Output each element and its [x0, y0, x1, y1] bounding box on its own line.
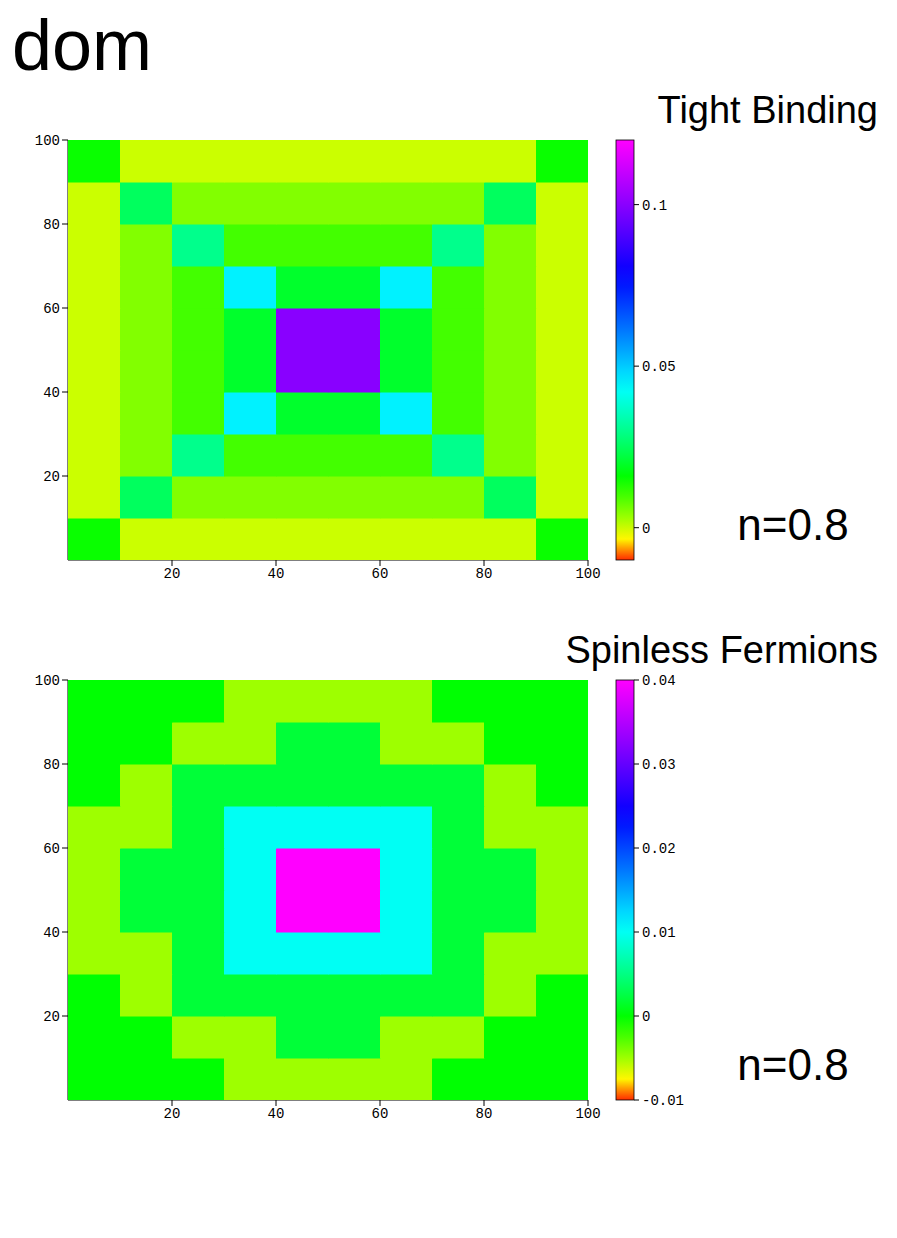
- html-text:n=0.8: n=0.8: [737, 500, 849, 549]
- svg-text:60: 60: [43, 841, 60, 857]
- svg-text:20: 20: [164, 566, 181, 582]
- svg-text:0.04: 0.04: [642, 673, 676, 689]
- svg-text:80: 80: [476, 566, 493, 582]
- svg-text:100: 100: [35, 673, 60, 689]
- svg-text:100: 100: [575, 1106, 600, 1122]
- svg-text:0.03: 0.03: [642, 757, 676, 773]
- svg-text:-0.01: -0.01: [642, 1093, 684, 1109]
- svg-text:20: 20: [43, 1009, 60, 1025]
- svg-text:40: 40: [268, 566, 285, 582]
- svg-text:100: 100: [575, 566, 600, 582]
- svg-text:40: 40: [268, 1106, 285, 1122]
- svg-text:40: 40: [43, 385, 60, 401]
- svg-text:80: 80: [43, 217, 60, 233]
- svg-text:80: 80: [43, 757, 60, 773]
- svg-text:60: 60: [43, 301, 60, 317]
- html-text:Tight Binding: Tight Binding: [657, 89, 878, 131]
- svg-text:20: 20: [43, 469, 60, 485]
- html-text:dom: dom: [12, 5, 153, 85]
- svg-text:60: 60: [372, 1106, 389, 1122]
- svg-text:0: 0: [642, 1009, 650, 1025]
- svg-text:0.01: 0.01: [642, 925, 676, 941]
- svg-text:0.02: 0.02: [642, 841, 676, 857]
- html-text:n=0.8: n=0.8: [737, 1040, 849, 1089]
- svg-text:0: 0: [642, 521, 650, 537]
- svg-text:0.05: 0.05: [642, 359, 676, 375]
- svg-text:100: 100: [35, 133, 60, 149]
- svg-text:80: 80: [476, 1106, 493, 1122]
- svg-text:20: 20: [164, 1106, 181, 1122]
- svg-text:60: 60: [372, 566, 389, 582]
- svg-text:0.1: 0.1: [642, 198, 667, 214]
- html-text:Spinless Fermions: Spinless Fermions: [565, 629, 878, 671]
- svg-text:40: 40: [43, 925, 60, 941]
